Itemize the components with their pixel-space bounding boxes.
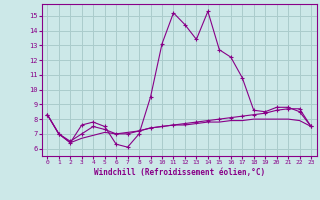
X-axis label: Windchill (Refroidissement éolien,°C): Windchill (Refroidissement éolien,°C): [94, 168, 265, 177]
